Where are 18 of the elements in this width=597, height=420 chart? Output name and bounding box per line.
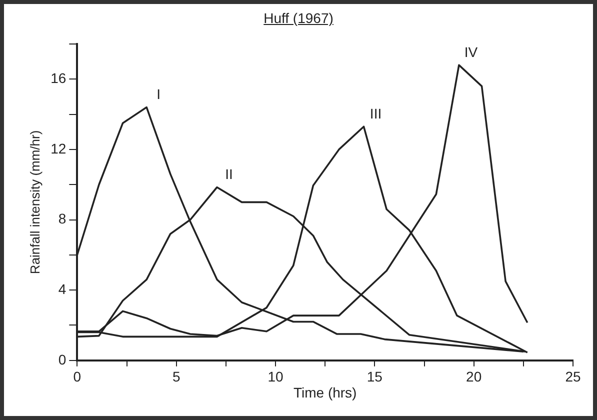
- series-label: II: [225, 166, 233, 182]
- y-tick-label: 16: [50, 70, 66, 86]
- y-tick-label: 12: [50, 140, 66, 156]
- series-label: IV: [464, 44, 478, 60]
- x-tick-label: 0: [73, 368, 82, 385]
- x-tick-label: 15: [366, 368, 383, 385]
- x-tick-label: 25: [565, 368, 581, 385]
- series-label: III: [370, 105, 382, 122]
- x-tick-label: 10: [268, 368, 284, 385]
- x-tick-label: 20: [466, 368, 482, 385]
- series-label: I: [156, 86, 161, 102]
- chart-title: Huff (1967): [262, 10, 334, 26]
- y-tick-label: 4: [58, 280, 66, 297]
- x-axis-title: Time (hrs): [293, 384, 357, 400]
- y-tick-label: 8: [58, 210, 66, 227]
- y-axis-title: Rainfall intensity (mm/hr): [27, 130, 42, 274]
- x-tick-label: 5: [172, 368, 180, 385]
- y-tick-label: 0: [58, 351, 66, 368]
